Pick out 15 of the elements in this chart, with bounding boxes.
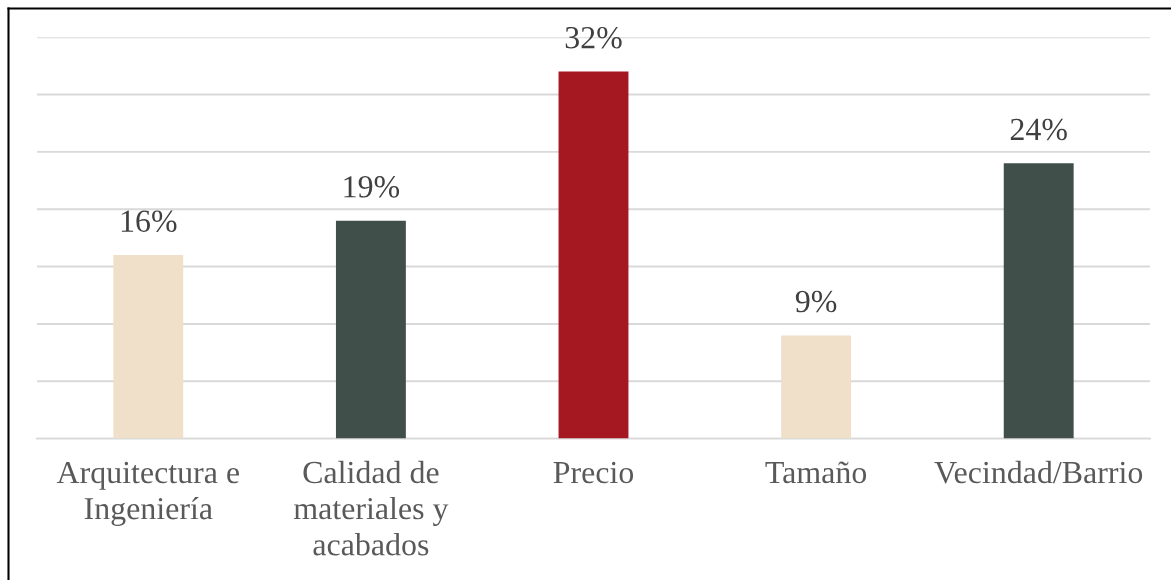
bar xyxy=(335,220,406,439)
data-label: 19% xyxy=(344,175,400,198)
x-tick-label: Vecindad/Barrio xyxy=(934,460,1143,484)
x-tick-label: Tamaño xyxy=(765,461,867,484)
bar xyxy=(558,71,629,439)
data-label: 32% xyxy=(565,26,622,49)
x-tick-label: Calidad de materiales y acabados xyxy=(293,460,449,556)
data-label: 16% xyxy=(121,210,177,233)
data-label: 9% xyxy=(795,290,837,313)
x-tick-label: Precio xyxy=(553,461,634,484)
data-label: 24% xyxy=(1010,118,1067,141)
x-tick-label: Arquitectura e Ingeniería xyxy=(56,461,239,526)
bar xyxy=(1003,163,1074,439)
bar xyxy=(781,335,852,439)
bar xyxy=(113,255,184,439)
